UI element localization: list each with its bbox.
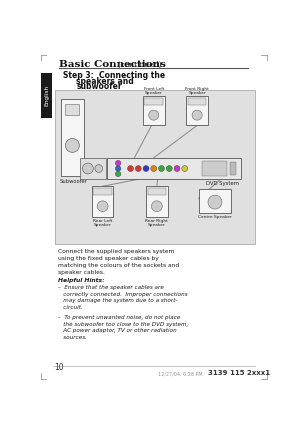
Text: DVD System: DVD System [206, 181, 239, 186]
Circle shape [143, 166, 149, 172]
Text: subwoofer: subwoofer [76, 82, 122, 91]
Circle shape [152, 201, 162, 211]
Circle shape [208, 195, 222, 209]
Circle shape [166, 166, 172, 172]
Text: 12/27/04, 6:28 PM: 12/27/04, 6:28 PM [158, 372, 202, 376]
Circle shape [116, 160, 121, 166]
Text: Step 3:  Connecting the: Step 3: Connecting the [63, 72, 165, 81]
Bar [145, 98, 163, 106]
FancyBboxPatch shape [40, 73, 52, 118]
Text: Front Right
Speaker: Front Right Speaker [185, 87, 209, 95]
FancyBboxPatch shape [186, 96, 208, 125]
Text: Connect the supplied speakers system
using the fixed speaker cables by
matching : Connect the supplied speakers system usi… [58, 249, 180, 275]
Circle shape [116, 171, 121, 177]
FancyBboxPatch shape [92, 186, 113, 217]
Circle shape [95, 165, 103, 172]
Bar [202, 161, 226, 176]
Text: 10: 10 [55, 363, 64, 372]
Circle shape [116, 166, 121, 171]
FancyBboxPatch shape [107, 158, 241, 179]
Circle shape [182, 166, 188, 172]
Text: 3139 115 2xxx1: 3139 115 2xxx1 [208, 370, 270, 376]
Bar [148, 188, 166, 196]
Bar [188, 98, 206, 106]
Text: Basic Connections: Basic Connections [59, 60, 166, 69]
FancyBboxPatch shape [143, 96, 165, 125]
Circle shape [97, 201, 108, 211]
FancyBboxPatch shape [61, 99, 84, 176]
Text: Front Left
Speaker: Front Left Speaker [143, 87, 164, 95]
Circle shape [174, 166, 180, 172]
Text: speakers and: speakers and [76, 77, 134, 86]
Circle shape [192, 110, 202, 120]
FancyBboxPatch shape [55, 90, 254, 244]
Circle shape [151, 166, 157, 172]
Circle shape [128, 166, 134, 172]
Text: Centre Speaker: Centre Speaker [198, 215, 232, 219]
Bar [93, 188, 112, 196]
FancyBboxPatch shape [199, 188, 231, 213]
Circle shape [149, 110, 159, 120]
Circle shape [65, 139, 79, 152]
Circle shape [159, 166, 164, 172]
FancyBboxPatch shape [80, 158, 106, 179]
Text: (continued): (continued) [115, 60, 162, 69]
Bar [65, 104, 80, 115]
Text: English: English [44, 85, 49, 106]
Bar [230, 162, 236, 175]
Text: Subwoofer: Subwoofer [60, 178, 88, 184]
Circle shape [135, 166, 141, 172]
Text: –  Ensure that the speaker cables are
   correctly connected.  Improper connecti: – Ensure that the speaker cables are cor… [58, 285, 188, 310]
Text: Helpful Hints:: Helpful Hints: [58, 278, 105, 283]
FancyBboxPatch shape [146, 186, 168, 217]
Text: Rear Right
Speaker: Rear Right Speaker [146, 218, 168, 227]
Text: –  To prevent unwanted noise, do not place
   the subwoofer too close to the DVD: – To prevent unwanted noise, do not plac… [58, 315, 189, 340]
Circle shape [82, 163, 93, 174]
Text: Rear Left
Speaker: Rear Left Speaker [93, 218, 112, 227]
